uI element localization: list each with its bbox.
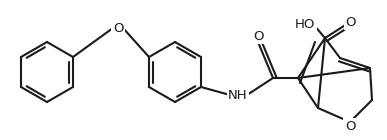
Text: NH: NH [228, 88, 248, 102]
Text: O: O [345, 120, 355, 132]
Text: O: O [253, 30, 263, 43]
Text: O: O [113, 22, 123, 34]
Text: HO: HO [295, 18, 315, 31]
Text: O: O [346, 16, 356, 29]
